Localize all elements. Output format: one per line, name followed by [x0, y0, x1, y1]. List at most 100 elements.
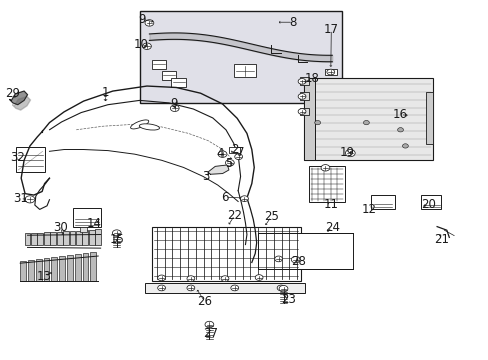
Bar [75, 254, 81, 281]
Polygon shape [12, 96, 30, 110]
Circle shape [225, 159, 234, 166]
Bar [300, 108, 308, 116]
Text: 2: 2 [230, 143, 238, 156]
Text: 3: 3 [202, 170, 209, 183]
Text: 19: 19 [339, 145, 354, 158]
Circle shape [255, 275, 263, 280]
Text: 16: 16 [392, 108, 407, 121]
Text: 5: 5 [225, 157, 232, 170]
Polygon shape [9, 91, 27, 105]
Ellipse shape [130, 120, 148, 129]
Text: 11: 11 [323, 198, 338, 211]
Bar [300, 93, 308, 100]
Text: 6: 6 [221, 191, 228, 204]
Text: 18: 18 [304, 72, 319, 85]
Circle shape [112, 230, 121, 236]
Circle shape [145, 20, 154, 26]
Bar [16, 147, 44, 172]
Text: 9: 9 [170, 98, 177, 111]
Bar [90, 252, 96, 281]
Bar [325, 69, 336, 75]
Bar [76, 230, 81, 245]
Bar [161, 71, 176, 80]
Bar [304, 78, 314, 160]
Text: 17: 17 [323, 23, 338, 36]
Bar [36, 259, 41, 281]
Circle shape [158, 285, 165, 291]
Bar [228, 147, 239, 153]
Circle shape [158, 275, 165, 281]
Circle shape [274, 256, 282, 262]
Text: 28: 28 [290, 255, 305, 268]
Bar [258, 233, 352, 269]
Bar [43, 258, 49, 281]
Text: 21: 21 [434, 233, 448, 246]
Circle shape [25, 196, 35, 203]
Circle shape [298, 109, 305, 114]
Bar [304, 78, 432, 160]
Circle shape [314, 121, 320, 125]
Bar [144, 283, 305, 293]
Text: 10: 10 [133, 38, 148, 51]
Circle shape [218, 151, 226, 157]
Bar [370, 195, 394, 210]
Bar [95, 229, 101, 245]
Text: 23: 23 [281, 293, 295, 306]
Text: 9: 9 [138, 13, 145, 26]
Bar [80, 227, 87, 231]
Bar [31, 233, 37, 245]
Bar [28, 260, 34, 281]
Circle shape [279, 285, 287, 292]
Bar [50, 232, 56, 245]
Bar [63, 231, 69, 245]
Circle shape [298, 94, 305, 99]
Polygon shape [207, 165, 228, 174]
Circle shape [204, 321, 213, 328]
Text: 13: 13 [37, 270, 52, 283]
Text: 1: 1 [102, 86, 109, 99]
Bar [57, 231, 62, 245]
Text: 4: 4 [216, 147, 224, 159]
Text: 26: 26 [197, 295, 212, 308]
Bar [140, 12, 341, 103]
Circle shape [298, 78, 305, 84]
Bar [59, 256, 65, 281]
Bar [82, 253, 88, 281]
Bar [234, 64, 255, 77]
Bar [69, 231, 75, 245]
Circle shape [291, 256, 300, 263]
Text: 14: 14 [87, 217, 102, 230]
Bar [89, 230, 95, 245]
Circle shape [397, 128, 403, 132]
Bar [38, 233, 43, 245]
Bar [20, 261, 26, 281]
Text: 25: 25 [264, 210, 278, 223]
Text: 29: 29 [5, 87, 20, 100]
Bar [73, 208, 101, 226]
Bar [425, 92, 432, 144]
Text: 22: 22 [227, 209, 242, 222]
Text: 32: 32 [10, 151, 25, 164]
Circle shape [234, 154, 242, 159]
Text: 7: 7 [236, 145, 244, 158]
Text: 8: 8 [289, 16, 296, 29]
Bar [152, 60, 166, 69]
Text: 27: 27 [203, 327, 218, 340]
Text: 20: 20 [421, 198, 435, 211]
Ellipse shape [139, 124, 159, 130]
Bar [67, 255, 73, 281]
Bar [51, 257, 57, 281]
Text: 15: 15 [109, 233, 124, 246]
Circle shape [277, 285, 285, 291]
Bar [24, 233, 30, 245]
Text: 12: 12 [361, 203, 376, 216]
Circle shape [186, 276, 194, 282]
Bar [152, 226, 300, 281]
Circle shape [326, 69, 334, 75]
Bar [300, 77, 308, 85]
Circle shape [186, 285, 194, 291]
Bar [420, 195, 441, 210]
Text: 31: 31 [13, 192, 28, 205]
Bar [171, 78, 185, 87]
Circle shape [230, 285, 238, 291]
